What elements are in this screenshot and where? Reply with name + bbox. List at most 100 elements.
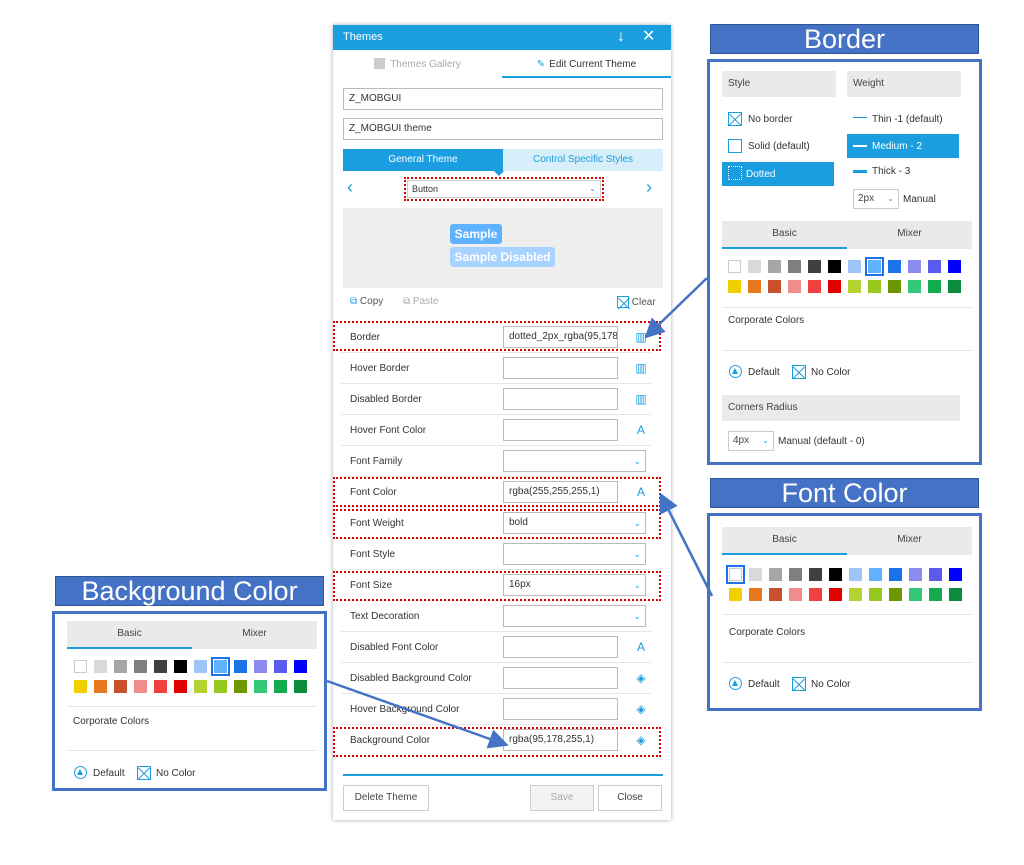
color-swatch[interactable] [74, 680, 87, 693]
color-swatch[interactable] [909, 568, 922, 581]
font-color-icon[interactable]: A [636, 485, 645, 499]
no-color-icon[interactable] [792, 365, 806, 379]
color-swatch[interactable] [94, 680, 107, 693]
paste-button[interactable]: ⧉ Paste [403, 296, 439, 307]
hover-font-color-input[interactable] [503, 419, 618, 441]
chevron-right-icon[interactable]: › [646, 177, 652, 197]
disabled-border-input[interactable] [503, 388, 618, 410]
color-swatch[interactable] [748, 260, 761, 273]
color-swatch[interactable] [294, 680, 307, 693]
weight-thick[interactable]: Thick - 3 [872, 166, 911, 177]
clear-button[interactable]: Clear [617, 296, 656, 308]
default-option[interactable]: Default [748, 367, 780, 378]
corners-radius-select[interactable]: 4px ⌄ [728, 431, 774, 451]
color-swatch[interactable] [868, 280, 881, 293]
style-no-border[interactable]: No border [748, 114, 793, 125]
color-swatch[interactable] [134, 680, 147, 693]
color-swatch[interactable] [254, 660, 267, 673]
color-swatch[interactable] [828, 260, 841, 273]
color-swatch[interactable] [888, 280, 901, 293]
tab-control-specific[interactable]: Control Specific Styles [503, 149, 663, 171]
color-swatch[interactable] [769, 568, 782, 581]
no-color-option[interactable]: No Color [811, 367, 851, 378]
color-swatch[interactable] [211, 657, 230, 676]
weight-medium[interactable]: Medium - 2 [847, 134, 959, 158]
color-swatch[interactable] [869, 568, 882, 581]
color-swatch[interactable] [889, 588, 902, 601]
tab-basic[interactable]: Basic [722, 527, 847, 555]
color-swatch[interactable] [809, 568, 822, 581]
weight-thin[interactable]: Thin -1 (default) [872, 114, 943, 125]
color-swatch[interactable] [908, 280, 921, 293]
color-swatch[interactable] [809, 588, 822, 601]
default-icon[interactable] [74, 766, 87, 779]
color-swatch[interactable] [768, 280, 781, 293]
color-swatch[interactable] [729, 588, 742, 601]
save-button[interactable]: Save [530, 785, 594, 811]
tab-general-theme[interactable]: General Theme [343, 149, 503, 171]
style-dotted[interactable]: Dotted [722, 162, 834, 186]
arrow-down-icon[interactable]: ↓ [617, 28, 625, 45]
color-swatch[interactable] [829, 588, 842, 601]
border-picker-icon[interactable]: ▥ [635, 330, 647, 344]
color-swatch[interactable] [274, 660, 287, 673]
border-input[interactable]: dotted_2px_rgba(95,178 [503, 326, 618, 348]
color-swatch[interactable] [889, 568, 902, 581]
color-swatch[interactable] [728, 260, 741, 273]
font-style-select[interactable]: ⌄ [503, 543, 646, 565]
tab-themes-gallery[interactable]: Themes Gallery [333, 52, 502, 78]
color-swatch[interactable] [214, 680, 227, 693]
color-swatch[interactable] [728, 280, 741, 293]
paint-bucket-icon[interactable]: ◈ [636, 733, 646, 747]
hover-border-input[interactable] [503, 357, 618, 379]
color-swatch[interactable] [928, 280, 941, 293]
color-swatch[interactable] [929, 568, 942, 581]
tab-mixer[interactable]: Mixer [242, 628, 267, 639]
paint-bucket-icon[interactable]: ◈ [636, 671, 646, 685]
color-swatch[interactable] [808, 260, 821, 273]
color-swatch[interactable] [869, 588, 882, 601]
color-swatch[interactable] [849, 588, 862, 601]
color-swatch[interactable] [174, 680, 187, 693]
color-swatch[interactable] [748, 280, 761, 293]
color-swatch[interactable] [114, 660, 127, 673]
copy-button[interactable]: ⧉ Copy [350, 296, 383, 307]
color-swatch[interactable] [94, 660, 107, 673]
color-swatch[interactable] [768, 260, 781, 273]
color-swatch[interactable] [789, 588, 802, 601]
close-icon[interactable]: ✕ [642, 28, 656, 45]
color-swatch[interactable] [948, 260, 961, 273]
color-swatch[interactable] [788, 280, 801, 293]
paint-bucket-icon[interactable]: ◈ [636, 702, 646, 716]
color-swatch[interactable] [114, 680, 127, 693]
font-weight-select[interactable]: bold ⌄ [503, 512, 646, 534]
color-swatch[interactable] [254, 680, 267, 693]
color-swatch[interactable] [154, 680, 167, 693]
theme-description-input[interactable]: Z_MOBGUI theme [343, 118, 663, 140]
no-color-option[interactable]: No Color [156, 768, 196, 779]
font-size-select[interactable]: 16px ⌄ [503, 574, 646, 596]
manual-weight-select[interactable]: 2px ⌄ [853, 189, 899, 209]
border-picker-icon[interactable]: ▥ [635, 392, 647, 406]
color-swatch[interactable] [274, 680, 287, 693]
color-swatch[interactable] [234, 680, 247, 693]
color-swatch[interactable] [234, 660, 247, 673]
default-option[interactable]: Default [93, 768, 125, 779]
color-swatch[interactable] [849, 568, 862, 581]
control-select[interactable]: Button ⌄ [407, 180, 601, 198]
color-swatch[interactable] [74, 660, 87, 673]
delete-theme-button[interactable]: Delete Theme [343, 785, 429, 811]
disabled-font-color-input[interactable] [503, 636, 618, 658]
color-swatch[interactable] [828, 280, 841, 293]
color-swatch[interactable] [929, 588, 942, 601]
color-swatch[interactable] [848, 260, 861, 273]
no-color-icon[interactable] [792, 677, 806, 691]
color-swatch[interactable] [788, 260, 801, 273]
color-swatch[interactable] [949, 568, 962, 581]
tab-edit-current-theme[interactable]: ✎ Edit Current Theme [502, 52, 671, 78]
color-swatch[interactable] [908, 260, 921, 273]
border-picker-icon[interactable]: ▥ [635, 361, 647, 375]
default-icon[interactable] [729, 677, 742, 690]
color-swatch[interactable] [294, 660, 307, 673]
hover-background-input[interactable] [503, 698, 618, 720]
